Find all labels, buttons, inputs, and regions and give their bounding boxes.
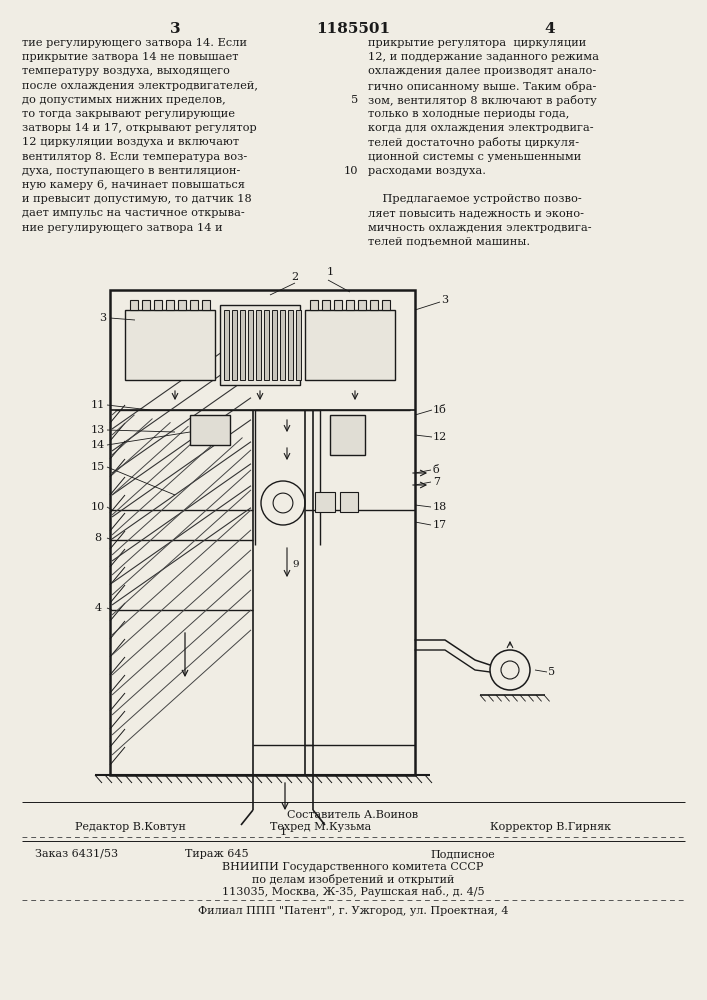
Text: тие регулирующего затвора 14. Если: тие регулирующего затвора 14. Если <box>22 38 247 48</box>
Text: 12: 12 <box>433 432 448 442</box>
Text: 1185501: 1185501 <box>316 22 390 36</box>
Text: 12 циркуляции воздуха и включают: 12 циркуляции воздуха и включают <box>22 137 239 147</box>
Bar <box>272 310 277 380</box>
Text: ВНИИПИ Государственного комитета СССР: ВНИИПИ Государственного комитета СССР <box>222 862 484 872</box>
Text: вентилятор 8. Если температура воз-: вентилятор 8. Если температура воз- <box>22 152 247 162</box>
Bar <box>330 415 365 455</box>
Text: 12, и поддержание заданного режима: 12, и поддержание заданного режима <box>368 52 599 62</box>
Text: охлаждения далее производят анало-: охлаждения далее производят анало- <box>368 66 596 76</box>
Text: Тираж 645: Тираж 645 <box>185 849 249 859</box>
Bar <box>166 300 174 310</box>
Text: 2: 2 <box>291 272 298 282</box>
Bar <box>334 300 342 310</box>
Text: 18: 18 <box>433 502 448 512</box>
Bar <box>296 310 301 380</box>
Text: телей достаточно работы циркуля-: телей достаточно работы циркуля- <box>368 137 579 148</box>
Bar <box>154 300 162 310</box>
Bar <box>370 300 378 310</box>
Text: 5: 5 <box>351 95 358 105</box>
Bar <box>358 300 366 310</box>
Bar <box>220 305 300 385</box>
Text: температуру воздуха, выходящего: температуру воздуха, выходящего <box>22 66 230 76</box>
Text: зом, вентилятор 8 включают в работу: зом, вентилятор 8 включают в работу <box>368 95 597 106</box>
Bar <box>190 300 198 310</box>
Text: прикрытие затвора 14 не повышает: прикрытие затвора 14 не повышает <box>22 52 238 62</box>
Bar <box>142 300 150 310</box>
Bar <box>315 492 335 512</box>
Text: когда для охлаждения электродвига-: когда для охлаждения электродвига- <box>368 123 594 133</box>
Bar <box>305 310 395 380</box>
Bar <box>125 310 215 380</box>
Bar <box>240 310 245 380</box>
Text: до допустимых нижних пределов,: до допустимых нижних пределов, <box>22 95 226 105</box>
Bar <box>256 310 261 380</box>
Text: б: б <box>433 465 440 475</box>
Text: затворы 14 и 17, открывают регулятор: затворы 14 и 17, открывают регулятор <box>22 123 257 133</box>
Text: Техред М.Кузьма: Техред М.Кузьма <box>270 822 371 832</box>
Text: 5: 5 <box>548 667 555 677</box>
Text: 3: 3 <box>100 313 107 323</box>
Bar <box>264 310 269 380</box>
Bar <box>110 290 415 775</box>
Text: 13: 13 <box>91 425 105 435</box>
Text: Заказ 6431/53: Заказ 6431/53 <box>35 849 118 859</box>
Bar <box>288 310 293 380</box>
Text: мичность охлаждения электродвига-: мичность охлаждения электродвига- <box>368 223 592 233</box>
Text: Подписное: Подписное <box>430 849 495 859</box>
Bar <box>190 415 230 445</box>
Text: Филиал ППП "Патент", г. Ужгород, ул. Проектная, 4: Филиал ППП "Патент", г. Ужгород, ул. Про… <box>198 906 508 916</box>
Text: Составитель А.Воинов: Составитель А.Воинов <box>288 810 419 820</box>
Text: 4: 4 <box>544 22 555 36</box>
Text: гично описанному выше. Таким обра-: гично описанному выше. Таким обра- <box>368 81 597 92</box>
Text: после охлаждения электродвигателей,: после охлаждения электродвигателей, <box>22 81 258 91</box>
Text: 10: 10 <box>91 502 105 512</box>
Bar <box>280 310 285 380</box>
Text: духа, поступающего в вентиляцион-: духа, поступающего в вентиляцион- <box>22 166 240 176</box>
Text: только в холодные периоды года,: только в холодные периоды года, <box>368 109 569 119</box>
Text: 9: 9 <box>292 560 298 569</box>
Text: 8: 8 <box>95 533 102 543</box>
Text: дает импульс на частичное открыва-: дает импульс на частичное открыва- <box>22 208 245 218</box>
Text: 3: 3 <box>441 295 448 305</box>
Text: прикрытие регулятора  циркуляции: прикрытие регулятора циркуляции <box>368 38 586 48</box>
Text: 14: 14 <box>91 440 105 450</box>
Text: 15: 15 <box>91 462 105 472</box>
Text: 17: 17 <box>433 520 447 530</box>
Text: телей подъемной машины.: телей подъемной машины. <box>368 237 530 247</box>
Bar <box>202 300 210 310</box>
Bar <box>340 492 358 512</box>
Text: по делам изобретений и открытий: по делам изобретений и открытий <box>252 874 454 885</box>
Text: 1: 1 <box>327 267 334 277</box>
Text: Корректор В.Гирняк: Корректор В.Гирняк <box>490 822 611 832</box>
Text: 1б: 1б <box>433 405 447 415</box>
Bar <box>346 300 354 310</box>
Bar <box>322 300 330 310</box>
Text: 113035, Москва, Ж-35, Раушская наб., д. 4/5: 113035, Москва, Ж-35, Раушская наб., д. … <box>222 886 484 897</box>
Bar <box>248 310 253 380</box>
Text: 1: 1 <box>279 827 286 837</box>
Text: Редактор В.Ковтун: Редактор В.Ковтун <box>75 822 186 832</box>
Text: 10: 10 <box>344 166 358 176</box>
Text: Предлагаемое устройство позво-: Предлагаемое устройство позво- <box>368 194 582 204</box>
Bar <box>178 300 186 310</box>
Text: 11: 11 <box>91 400 105 410</box>
Text: 3: 3 <box>170 22 180 36</box>
Bar <box>130 300 138 310</box>
Text: и превысит допустимую, то датчик 18: и превысит допустимую, то датчик 18 <box>22 194 252 204</box>
Text: ние регулирующего затвора 14 и: ние регулирующего затвора 14 и <box>22 223 223 233</box>
Text: ляет повысить надежность и эконо-: ляет повысить надежность и эконо- <box>368 208 584 218</box>
Bar <box>224 310 229 380</box>
Text: расходами воздуха.: расходами воздуха. <box>368 166 486 176</box>
Text: то тогда закрывают регулирующие: то тогда закрывают регулирующие <box>22 109 235 119</box>
Text: ную камеру 6, начинает повышаться: ную камеру 6, начинает повышаться <box>22 180 245 190</box>
Bar <box>382 300 390 310</box>
Bar <box>232 310 237 380</box>
Text: ционной системы с уменьшенными: ционной системы с уменьшенными <box>368 152 581 162</box>
Text: 7: 7 <box>433 477 440 487</box>
Bar <box>310 300 318 310</box>
Text: 4: 4 <box>95 603 102 613</box>
